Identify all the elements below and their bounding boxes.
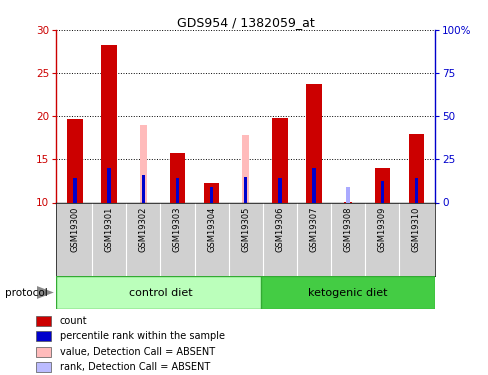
Bar bbox=[169, 153, 185, 203]
Bar bbox=[408, 134, 423, 202]
Bar bbox=[346, 187, 349, 202]
Text: GSM19305: GSM19305 bbox=[241, 206, 250, 252]
Bar bbox=[139, 125, 147, 202]
Bar bbox=[36, 332, 51, 341]
Text: GSM19301: GSM19301 bbox=[104, 206, 113, 252]
Bar bbox=[36, 347, 51, 357]
Bar bbox=[261, 276, 434, 309]
Bar bbox=[56, 276, 264, 309]
Polygon shape bbox=[37, 286, 54, 299]
Text: GSM19304: GSM19304 bbox=[206, 206, 216, 252]
Text: protocol: protocol bbox=[5, 288, 47, 297]
Text: rank, Detection Call = ABSENT: rank, Detection Call = ABSENT bbox=[60, 362, 209, 372]
Bar bbox=[414, 178, 417, 203]
Bar bbox=[305, 84, 321, 203]
Bar bbox=[374, 168, 389, 202]
Text: value, Detection Call = ABSENT: value, Detection Call = ABSENT bbox=[60, 347, 214, 357]
Text: GSM19307: GSM19307 bbox=[309, 206, 318, 252]
Text: GSM19306: GSM19306 bbox=[275, 206, 284, 252]
Bar bbox=[175, 178, 179, 203]
Bar bbox=[380, 181, 383, 203]
Text: GSM19310: GSM19310 bbox=[411, 206, 420, 252]
Text: GSM19303: GSM19303 bbox=[173, 206, 182, 252]
Bar bbox=[242, 135, 249, 202]
Bar bbox=[272, 118, 287, 202]
Text: GSM19302: GSM19302 bbox=[139, 206, 147, 252]
Bar bbox=[244, 177, 247, 203]
Bar bbox=[107, 168, 111, 202]
Bar bbox=[73, 178, 77, 203]
Text: ketogenic diet: ketogenic diet bbox=[308, 288, 387, 297]
Text: percentile rank within the sample: percentile rank within the sample bbox=[60, 332, 224, 341]
Text: GSM19309: GSM19309 bbox=[377, 206, 386, 252]
Bar bbox=[67, 119, 82, 202]
Bar bbox=[203, 183, 219, 203]
Text: control diet: control diet bbox=[128, 288, 192, 297]
Bar bbox=[278, 178, 281, 203]
Bar bbox=[209, 187, 213, 202]
Text: count: count bbox=[60, 316, 87, 326]
Bar bbox=[142, 175, 145, 202]
Bar bbox=[102, 45, 117, 203]
Bar bbox=[36, 316, 51, 326]
Title: GDS954 / 1382059_at: GDS954 / 1382059_at bbox=[177, 16, 314, 29]
Bar bbox=[312, 168, 315, 202]
Bar bbox=[36, 362, 51, 372]
Text: GSM19300: GSM19300 bbox=[70, 206, 80, 252]
Text: GSM19308: GSM19308 bbox=[343, 206, 352, 252]
